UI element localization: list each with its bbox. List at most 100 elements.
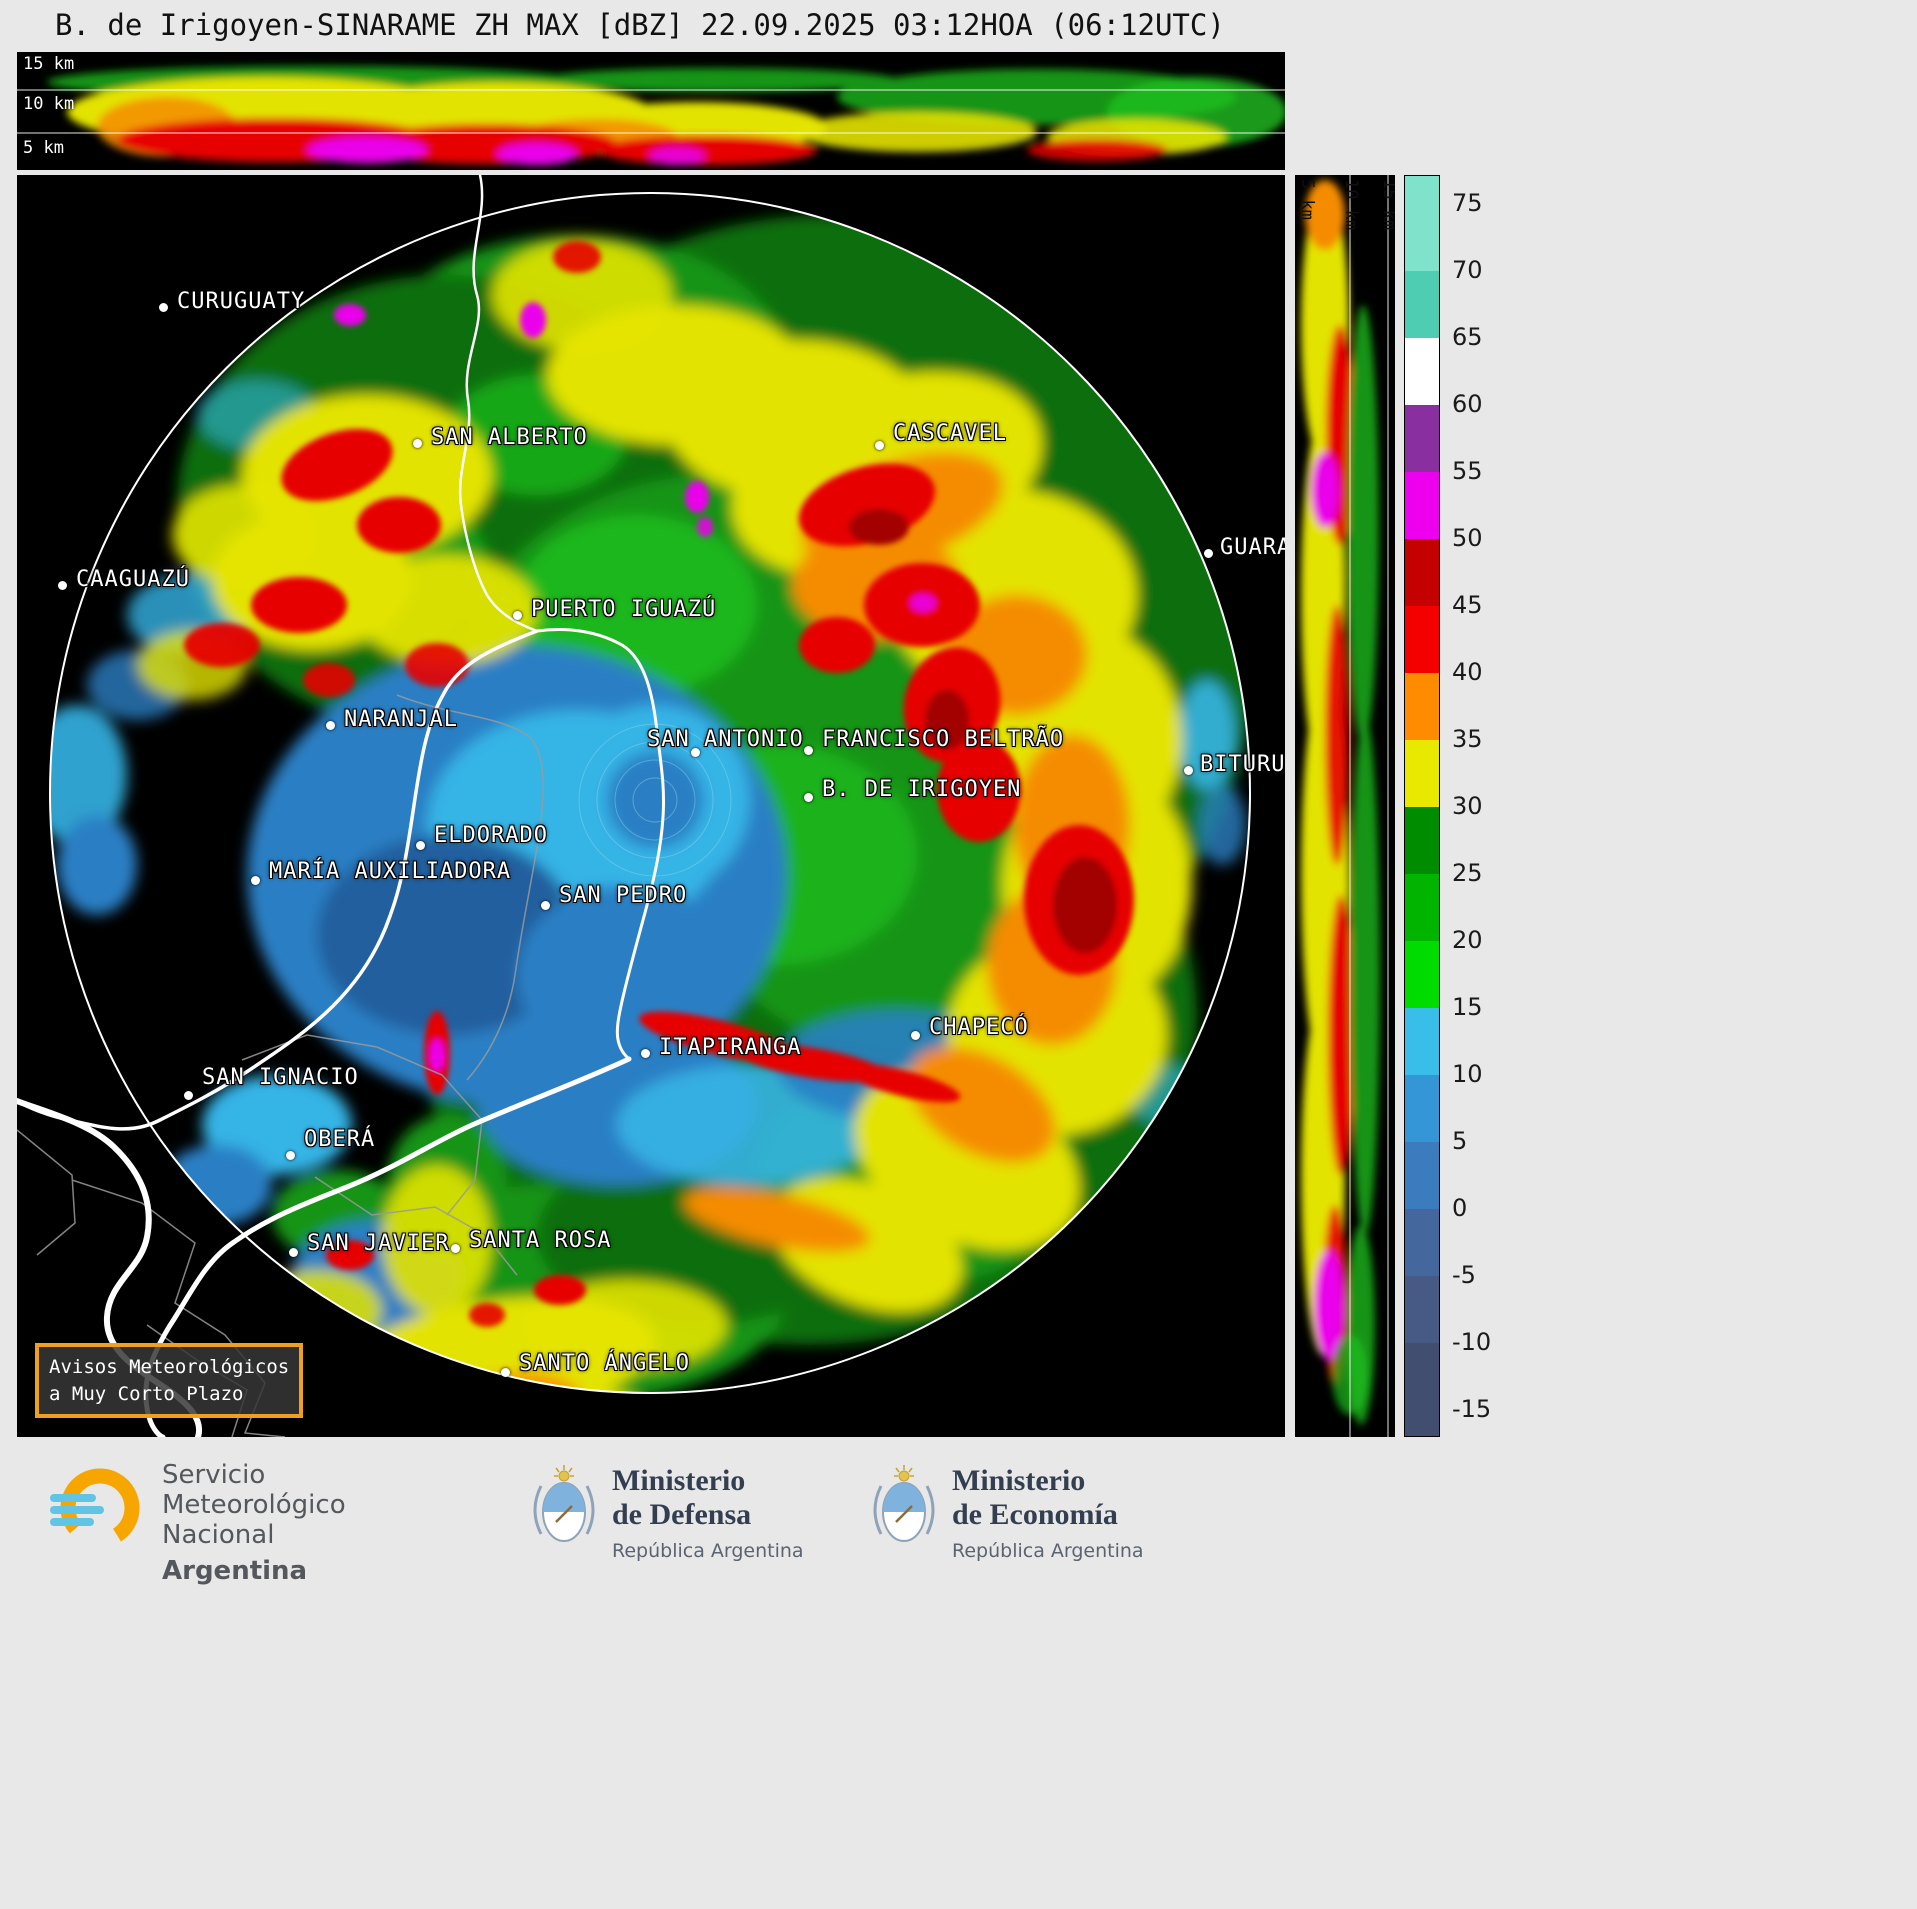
colorbar-segment xyxy=(1405,1209,1439,1276)
colorbar-segment xyxy=(1405,1276,1439,1343)
smn-line-2: Meteorológico xyxy=(162,1490,346,1520)
city-label: BITURU xyxy=(1200,752,1285,777)
colorbar-segment xyxy=(1405,338,1439,405)
side-cross-section-panel: 5 km 10 km 15 km xyxy=(1295,175,1395,1437)
colorbar-segment xyxy=(1405,1075,1439,1142)
smn-logo-block: Servicio Meteorológico Nacional Argentin… xyxy=(48,1460,346,1586)
city-label: FRANCISCO BELTRÃO xyxy=(822,727,1065,752)
city-marker xyxy=(413,439,422,448)
city-label: SAN ANTONIO xyxy=(647,727,804,752)
altitude-label-15km: 15 km xyxy=(23,54,75,74)
city-marker xyxy=(416,841,425,850)
city-marker xyxy=(804,793,813,802)
colorbar-tick-label: -5 xyxy=(1452,1261,1476,1289)
city-label: SANTO ÁNGELO xyxy=(519,1351,690,1376)
ministry-defensa-text: Ministerio de Defensa República Argentin… xyxy=(612,1464,804,1562)
radar-field-image xyxy=(17,175,1251,1437)
colorbar-tick-label: 15 xyxy=(1452,993,1483,1021)
colorbar-tick-label: 0 xyxy=(1452,1194,1468,1222)
city-marker xyxy=(1184,766,1193,775)
colorbar-segment xyxy=(1405,405,1439,472)
reflectivity-colorbar: 75 70 65 60 55 50 45 40 35 30 25 20 15 10 5 0 -5 -10 -15 xyxy=(1404,175,1524,1437)
colorbar-segment xyxy=(1405,472,1439,539)
city-label: CASCAVEL xyxy=(893,421,1007,446)
city-label: B. DE IRIGOYEN xyxy=(822,777,1022,802)
colorbar-segment xyxy=(1405,941,1439,1008)
ministry-economia-line-1: Ministerio xyxy=(952,1464,1086,1497)
smn-line-1: Servicio xyxy=(162,1460,266,1490)
city-label: PUERTO IGUAZÚ xyxy=(531,597,717,622)
ministry-defensa-line-1: Ministerio xyxy=(612,1464,746,1497)
coat-of-arms-icon xyxy=(873,1465,935,1542)
smn-logo-icon xyxy=(50,1468,140,1548)
warning-line-2: a Muy Corto Plazo xyxy=(49,1382,244,1405)
warning-box[interactable]: Avisos Meteorológicos a Muy Corto Plazo xyxy=(35,1343,304,1419)
colorbar-segment xyxy=(1405,807,1439,874)
colorbar-tick-label: 25 xyxy=(1452,859,1483,887)
smn-country: Argentina xyxy=(162,1556,308,1586)
city-marker xyxy=(286,1151,295,1160)
city-marker xyxy=(641,1049,650,1058)
colorbar-tick-label: 5 xyxy=(1452,1127,1468,1155)
city-marker xyxy=(184,1091,193,1100)
top-profile-image xyxy=(17,66,1285,165)
altitude-label-10km: 10 km xyxy=(23,94,75,114)
colorbar-tick-label: 70 xyxy=(1452,256,1483,284)
colorbar-segment xyxy=(1405,271,1439,338)
radar-map-panel: CURUGUATY SAN ALBERTO CASCAVEL CAAGUAZÚ PUER… xyxy=(17,175,1285,1437)
city-label: MARÍA AUXILIADORA xyxy=(269,859,512,884)
colorbar-segment xyxy=(1405,606,1439,673)
city-marker xyxy=(501,1368,510,1377)
colorbar-segment xyxy=(1405,1142,1439,1209)
side-altitude-label-15km: 15 km xyxy=(1379,179,1395,231)
radar-range-circle xyxy=(49,192,1251,1394)
colorbar-tick-label: 10 xyxy=(1452,1060,1483,1088)
city-label: SAN IGNACIO xyxy=(202,1065,359,1090)
ministry-economia-text: Ministerio de Economía República Argenti… xyxy=(952,1464,1144,1562)
city-label: ITAPIRANGA xyxy=(659,1035,802,1060)
colorbar-tick-label: 50 xyxy=(1452,524,1483,552)
ministry-economia-block: Ministerio de Economía República Argenti… xyxy=(872,1464,1144,1562)
ministry-economia-line-2: de Economía xyxy=(952,1498,1118,1531)
city-label: SAN PEDRO xyxy=(559,883,688,908)
colorbar-segment xyxy=(1405,874,1439,941)
city-label: CAAGUAZÚ xyxy=(76,567,190,592)
ministry-defensa-sub: República Argentina xyxy=(612,1540,804,1562)
colorbar-tick-label: 35 xyxy=(1452,725,1483,753)
colorbar-segment xyxy=(1405,673,1439,740)
smn-wordmark: Servicio Meteorológico Nacional Argentin… xyxy=(162,1460,346,1586)
warning-line-1: Avisos Meteorológicos xyxy=(49,1356,290,1378)
city-marker xyxy=(541,901,550,910)
city-marker xyxy=(159,303,168,312)
city-marker xyxy=(691,748,700,757)
altitude-label-5km: 5 km xyxy=(23,138,64,158)
city-marker xyxy=(58,581,67,590)
city-label: NARANJAL xyxy=(344,707,458,732)
colorbar-tick-label: 30 xyxy=(1452,792,1483,820)
footer: Servicio Meteorológico Nacional Argentin… xyxy=(0,1452,1917,1909)
colorbar-segment xyxy=(1405,204,1439,271)
colorbar-tick-label: 55 xyxy=(1452,457,1483,485)
ministry-defensa-block: Ministerio de Defensa República Argentin… xyxy=(532,1464,804,1562)
colorbar-segment xyxy=(1405,539,1439,606)
city-label: SAN ALBERTO xyxy=(431,425,588,450)
smn-line-3: Nacional xyxy=(162,1520,275,1550)
page-title: B. de Irigoyen-SINARAME ZH MAX [dBZ] 22.… xyxy=(55,8,1225,42)
city-marker xyxy=(875,441,884,450)
colorbar-segment xyxy=(1405,740,1439,807)
city-marker xyxy=(911,1031,920,1040)
city-label: CURUGUATY xyxy=(177,289,306,314)
city-marker xyxy=(513,611,522,620)
colorbar-tick-label: -10 xyxy=(1452,1328,1492,1356)
ministry-defensa-line-2: de Defensa xyxy=(612,1498,752,1531)
side-profile-image xyxy=(1301,175,1389,1437)
city-marker xyxy=(804,746,813,755)
colorbar-tick-label: 40 xyxy=(1452,658,1483,686)
coat-of-arms-icon xyxy=(533,1465,595,1542)
colorbar-tick-label: 20 xyxy=(1452,926,1483,954)
city-label: GUARAP xyxy=(1220,535,1285,560)
city-label: ELDORADO xyxy=(434,823,548,848)
city-label: OBERÁ xyxy=(304,1127,376,1152)
city-marker xyxy=(289,1248,298,1257)
